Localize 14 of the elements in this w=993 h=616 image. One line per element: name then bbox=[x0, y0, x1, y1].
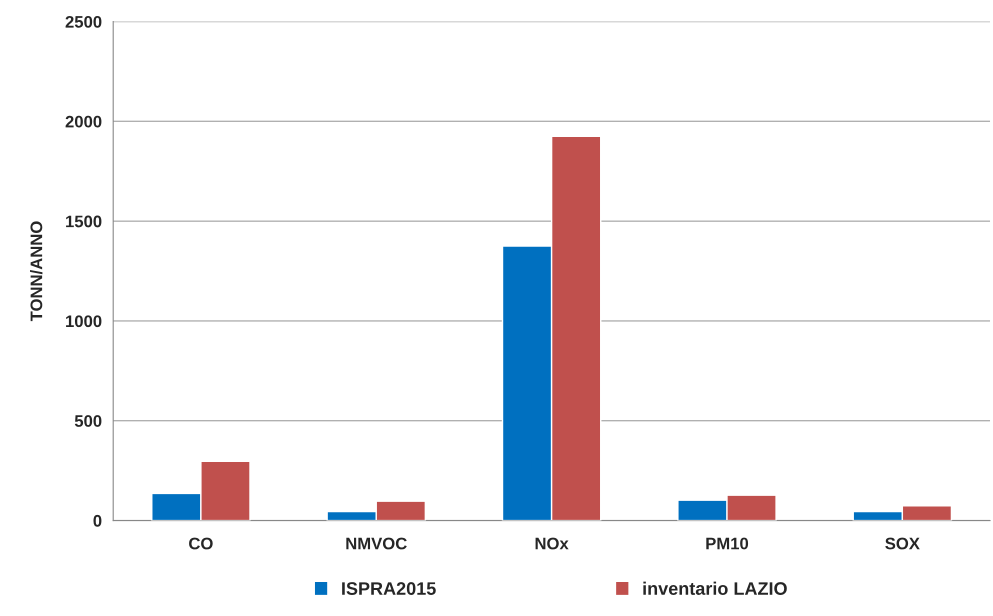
y-tick-label: 1500 bbox=[66, 216, 102, 228]
legend-label: inventario LAZIO bbox=[643, 582, 787, 595]
y-axis-title: TONN/ANNO bbox=[30, 221, 42, 322]
legend-label: ISPRA2015 bbox=[342, 582, 436, 595]
y-tick-label: 2000 bbox=[66, 116, 102, 128]
y-tick-label: 0 bbox=[93, 514, 102, 527]
x-tick-label: CO bbox=[189, 538, 213, 550]
y-tick-label: 500 bbox=[74, 415, 102, 427]
x-tick-label: PM10 bbox=[706, 538, 748, 550]
x-tick-label: NMVOC bbox=[346, 538, 407, 550]
x-tick-label: SOX bbox=[885, 538, 920, 550]
y-tick-label: 1000 bbox=[66, 315, 102, 328]
x-tick-label: NOx bbox=[536, 538, 569, 550]
y-tick-label: 2500 bbox=[66, 16, 102, 28]
